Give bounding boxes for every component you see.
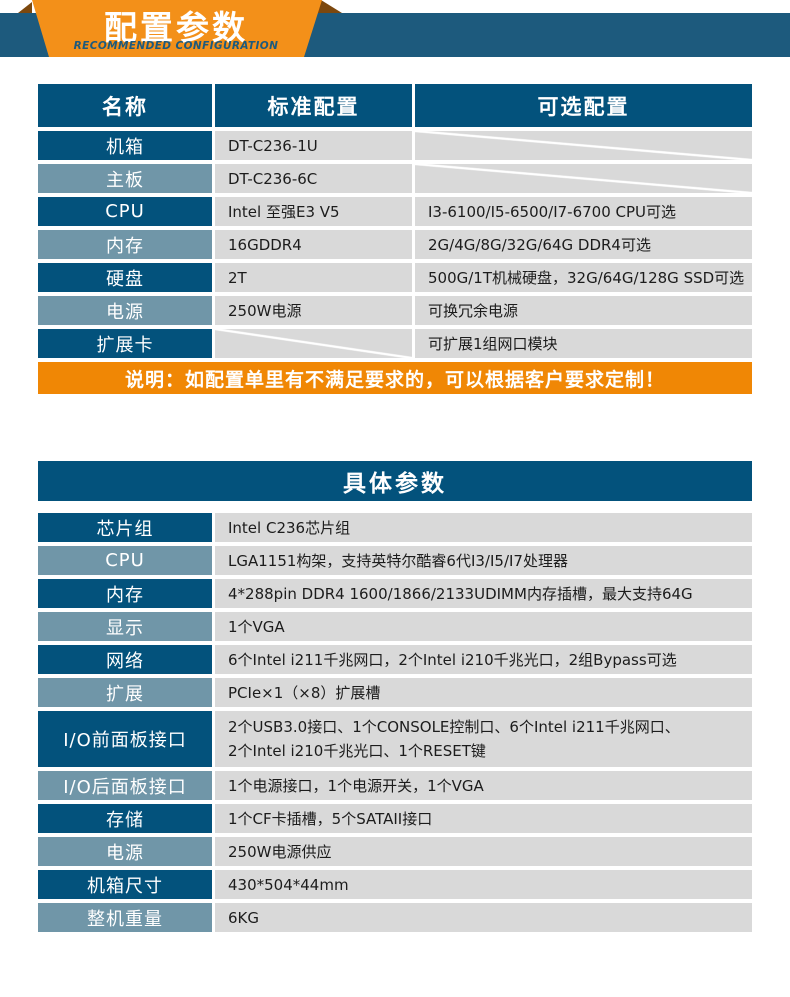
section-title: 具体参数 — [38, 461, 752, 501]
banner-ribbon — [32, 0, 322, 57]
header-name: 名称 — [38, 84, 212, 127]
detail-table: 芯片组 Intel C236芯片组 CPU LGA1151构架，支持英特尔酷睿6… — [38, 513, 752, 932]
value-line-1: 2个USB3.0接口、1个CONSOLE控制口、6个Intel i211千兆网口… — [228, 718, 680, 736]
banner-ribbon-graphic — [0, 0, 790, 57]
value-cell: 1个CF卡插槽，5个SATAII接口 — [215, 804, 752, 833]
value-cell: 250W电源供应 — [215, 837, 752, 866]
value-cell: 4*288pin DDR4 1600/1866/2133UDIMM内存插槽，最大… — [215, 579, 752, 608]
custom-note-bar: 说明：如配置单里有不满足要求的，可以根据客户要求定制！ — [38, 362, 752, 394]
row-label: 扩展 — [38, 678, 212, 707]
row-label: 显示 — [38, 612, 212, 641]
value-cell: 2个USB3.0接口、1个CONSOLE控制口、6个Intel i211千兆网口… — [215, 711, 752, 767]
config-table-header: 名称 标准配置 可选配置 — [38, 84, 752, 127]
row-label: 存储 — [38, 804, 212, 833]
value-cell: PCIe×1（×8）扩展槽 — [215, 678, 752, 707]
ribbon-fold-left — [18, 2, 32, 13]
standard-cell: Intel 至强E3 V5 — [215, 197, 412, 226]
row-label: 扩展卡 — [38, 329, 212, 358]
standard-cell: 16GDDR4 — [215, 230, 412, 259]
table-row: I/O前面板接口 2个USB3.0接口、1个CONSOLE控制口、6个Intel… — [38, 711, 752, 767]
value-line-2: 2个Intel i210千兆光口、1个RESET键 — [228, 742, 486, 760]
optional-cell: 2G/4G/8G/32G/64G DDR4可选 — [415, 230, 752, 259]
table-row: 电源 250W电源 可换冗余电源 — [38, 296, 752, 325]
optional-cell: 可扩展1组网口模块 — [415, 329, 752, 358]
row-label: 芯片组 — [38, 513, 212, 542]
table-row: 芯片组 Intel C236芯片组 — [38, 513, 752, 542]
table-row: CPU Intel 至强E3 V5 I3-6100/I5-6500/I7-670… — [38, 197, 752, 226]
table-row: 硬盘 2T 500G/1T机械硬盘，32G/64G/128G SSD可选 — [38, 263, 752, 292]
value-cell: 1个电源接口，1个电源开关，1个VGA — [215, 771, 752, 800]
row-label: 整机重量 — [38, 903, 212, 932]
row-label: I/O前面板接口 — [38, 711, 212, 767]
row-label: CPU — [38, 197, 212, 226]
banner-title: 配置参数 — [104, 8, 248, 47]
value-cell: 1个VGA — [215, 612, 752, 641]
optional-cell-na — [415, 131, 752, 160]
optional-cell: 可换冗余电源 — [415, 296, 752, 325]
row-label: 内存 — [38, 579, 212, 608]
row-label: I/O后面板接口 — [38, 771, 212, 800]
banner-subtitle: RECOMMENDED CONFIGURATION — [73, 40, 279, 52]
standard-cell: 2T — [215, 263, 412, 292]
table-row: 电源 250W电源供应 — [38, 837, 752, 866]
table-row: 扩展卡 可扩展1组网口模块 — [38, 329, 752, 358]
value-cell: 6个Intel i211千兆网口，2个Intel i210千兆光口，2组Bypa… — [215, 645, 752, 674]
standard-cell-na — [215, 329, 412, 358]
value-cell: 430*504*44mm — [215, 870, 752, 899]
header-optional-config: 可选配置 — [415, 84, 752, 127]
table-row: 存储 1个CF卡插槽，5个SATAII接口 — [38, 804, 752, 833]
table-row: 机箱尺寸 430*504*44mm — [38, 870, 752, 899]
value-cell: Intel C236芯片组 — [215, 513, 752, 542]
value-cell: 6KG — [215, 903, 752, 932]
table-row: 整机重量 6KG — [38, 903, 752, 932]
standard-cell: 250W电源 — [215, 296, 412, 325]
config-table: 名称 标准配置 可选配置 机箱 DT-C236-1U 主板 DT-C236-6C… — [38, 84, 752, 394]
table-row: 显示 1个VGA — [38, 612, 752, 641]
value-cell: LGA1151构架，支持英特尔酷睿6代I3/I5/I7处理器 — [215, 546, 752, 575]
table-row: 扩展 PCIe×1（×8）扩展槽 — [38, 678, 752, 707]
optional-cell: 500G/1T机械硬盘，32G/64G/128G SSD可选 — [415, 263, 752, 292]
row-label: 机箱尺寸 — [38, 870, 212, 899]
header-standard-config: 标准配置 — [215, 84, 412, 127]
row-label: 机箱 — [38, 131, 212, 160]
row-label: 网络 — [38, 645, 212, 674]
optional-cell: I3-6100/I5-6500/I7-6700 CPU可选 — [415, 197, 752, 226]
table-row: 内存 16GDDR4 2G/4G/8G/32G/64G DDR4可选 — [38, 230, 752, 259]
row-label: 电源 — [38, 837, 212, 866]
row-label: 电源 — [38, 296, 212, 325]
banner: 配置参数 RECOMMENDED CONFIGURATION — [0, 0, 790, 70]
row-label: 内存 — [38, 230, 212, 259]
table-row: 内存 4*288pin DDR4 1600/1866/2133UDIMM内存插槽… — [38, 579, 752, 608]
table-row: CPU LGA1151构架，支持英特尔酷睿6代I3/I5/I7处理器 — [38, 546, 752, 575]
standard-cell: DT-C236-1U — [215, 131, 412, 160]
table-row: I/O后面板接口 1个电源接口，1个电源开关，1个VGA — [38, 771, 752, 800]
row-label: 硬盘 — [38, 263, 212, 292]
standard-cell: DT-C236-6C — [215, 164, 412, 193]
row-label: 主板 — [38, 164, 212, 193]
table-row: 主板 DT-C236-6C — [38, 164, 752, 193]
optional-cell-na — [415, 164, 752, 193]
row-label: CPU — [38, 546, 212, 575]
table-row: 网络 6个Intel i211千兆网口，2个Intel i210千兆光口，2组B… — [38, 645, 752, 674]
table-row: 机箱 DT-C236-1U — [38, 131, 752, 160]
